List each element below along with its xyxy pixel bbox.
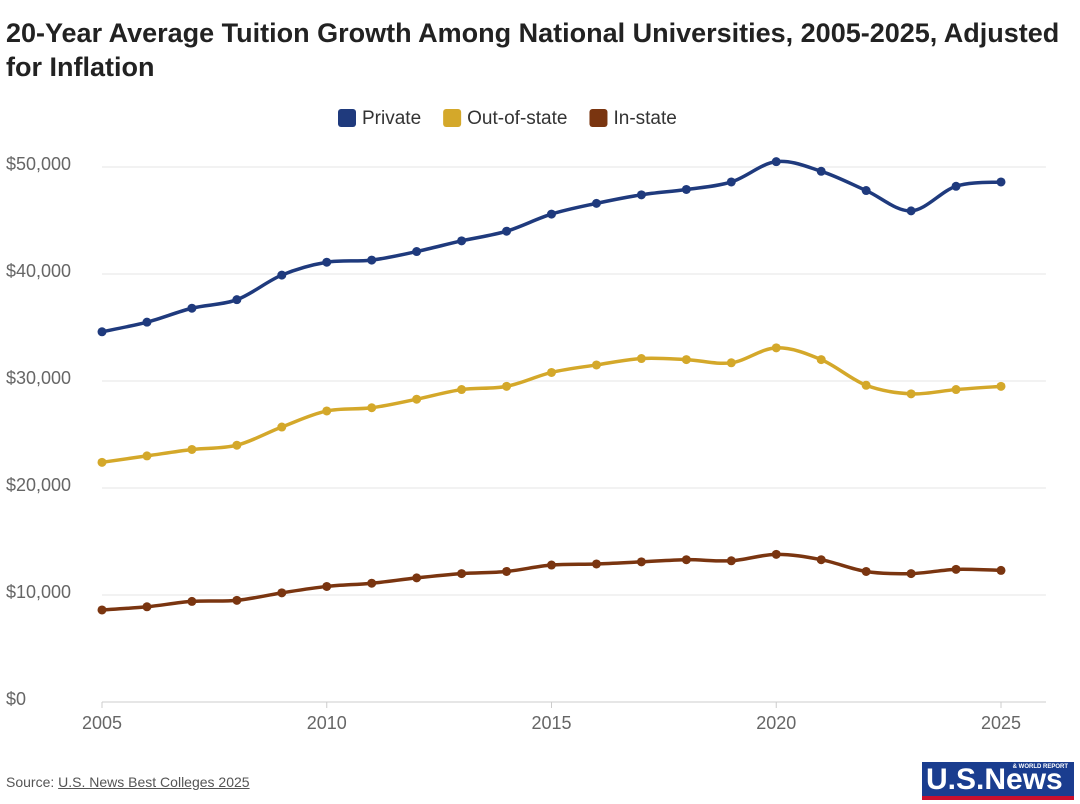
- point: [591, 198, 601, 208]
- legend-label: Out-of-state: [467, 108, 567, 129]
- point: [951, 385, 961, 395]
- chart: $0 $10,000 $20,000 $30,000 $40,000 $50,000 200…: [6, 108, 1046, 733]
- source-prefix: Source:: [6, 774, 55, 790]
- point: [502, 566, 512, 576]
- point: [367, 403, 377, 413]
- y-tick-label: $10,000: [6, 582, 71, 602]
- point: [277, 270, 287, 280]
- point: [906, 569, 916, 579]
- x-tick-label: 2020: [756, 713, 796, 733]
- point: [367, 578, 377, 588]
- point: [996, 565, 1006, 575]
- y-tick-label: $20,000: [6, 475, 71, 495]
- point: [457, 569, 467, 579]
- logo-text: U.S.News: [926, 763, 1063, 796]
- point: [367, 255, 377, 265]
- point: [951, 564, 961, 574]
- point: [277, 422, 287, 432]
- legend-item: Out-of-state: [443, 108, 567, 129]
- point: [232, 595, 242, 605]
- point: [771, 549, 781, 559]
- point: [681, 555, 691, 565]
- source-link[interactable]: U.S. News Best Colleges 2025: [58, 774, 250, 790]
- point: [97, 457, 107, 467]
- y-tick-label: $0: [6, 689, 26, 709]
- point: [457, 236, 467, 246]
- point: [816, 355, 826, 365]
- x-tick-label: 2025: [981, 713, 1021, 733]
- y-tick-label: $50,000: [6, 154, 71, 174]
- point: [142, 317, 152, 327]
- point: [502, 381, 512, 391]
- point: [906, 206, 916, 216]
- logo-sub: & WORLD REPORT: [1012, 764, 1068, 770]
- y-tick-label: $40,000: [6, 261, 71, 281]
- point: [726, 556, 736, 566]
- point: [547, 209, 556, 219]
- legend-label: Private: [362, 108, 421, 129]
- point: [502, 226, 512, 236]
- chart-title: 20-Year Average Tuition Growth Among Nat…: [6, 18, 1060, 82]
- point: [187, 444, 197, 454]
- point: [771, 343, 781, 353]
- point: [187, 596, 197, 606]
- point: [951, 181, 961, 191]
- point: [322, 581, 332, 591]
- y-tick-label: $30,000: [6, 368, 71, 388]
- point: [726, 358, 736, 368]
- point: [412, 394, 422, 404]
- source: Source: U.S. News Best Colleges 2025: [6, 774, 250, 790]
- x-tick-label: 2010: [307, 713, 347, 733]
- legend-item: Private: [338, 108, 421, 129]
- point: [547, 367, 556, 377]
- point: [816, 166, 826, 176]
- point: [412, 247, 422, 257]
- point: [861, 380, 871, 390]
- point: [591, 559, 601, 569]
- point: [861, 186, 871, 196]
- point: [277, 588, 287, 598]
- point: [457, 385, 467, 395]
- point: [322, 257, 332, 267]
- point: [726, 177, 736, 187]
- point: [187, 303, 197, 313]
- point: [681, 184, 691, 194]
- point: [636, 354, 646, 364]
- point: [412, 573, 422, 583]
- point: [232, 440, 242, 450]
- point: [142, 451, 152, 461]
- x-tick-label: 2015: [531, 713, 571, 733]
- point: [996, 381, 1006, 391]
- point: [906, 389, 916, 399]
- point: [636, 557, 646, 567]
- point: [681, 355, 691, 365]
- point: [322, 406, 332, 416]
- point: [861, 566, 871, 576]
- point: [232, 295, 242, 305]
- point: [636, 190, 646, 200]
- x-tick-label: 2005: [82, 713, 122, 733]
- legend-swatch: [443, 109, 462, 127]
- point: [816, 555, 826, 565]
- point: [547, 560, 556, 570]
- legend-item: In-state: [589, 108, 677, 129]
- point: [97, 327, 107, 337]
- point: [142, 602, 152, 612]
- point: [591, 360, 601, 370]
- point: [996, 177, 1006, 187]
- point: [97, 605, 107, 615]
- legend-swatch: [589, 109, 608, 127]
- logo: U.S.News & WORLD REPORT: [922, 762, 1074, 800]
- legend-label: In-state: [613, 108, 676, 129]
- point: [771, 157, 781, 167]
- legend-swatch: [338, 109, 356, 127]
